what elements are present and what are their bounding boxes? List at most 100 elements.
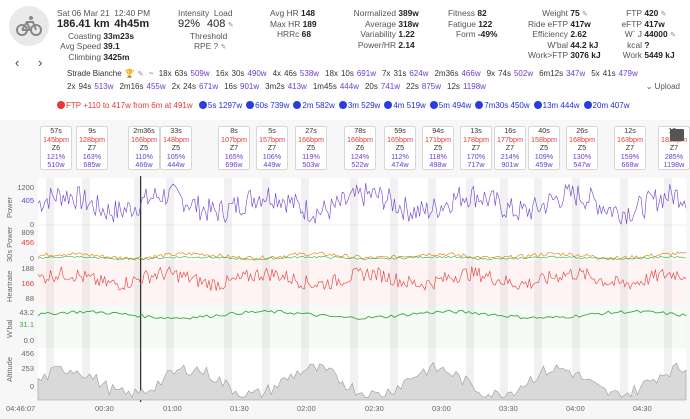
time-axis-tick: 00:30: [95, 404, 114, 413]
interval-strip-2-item[interactable]: 16s 901w: [224, 82, 262, 91]
ftp-change-text[interactable]: FTP +110 to 417w from 6m at 491w: [66, 101, 193, 110]
power-best-item[interactable]: 2m 582w: [293, 101, 335, 110]
interval-watts: 510w: [47, 160, 65, 170]
interval-card[interactable]: 5s 157bpm Z7 106% 449w: [256, 126, 288, 170]
interval-strip-2-item[interactable]: 2x 24s 671w: [172, 82, 221, 91]
interval-duration: 13s: [470, 126, 482, 135]
interval-strip-2-item[interactable]: 12s 1198w: [447, 82, 489, 91]
edit-wprime-icon[interactable]: ✎: [669, 32, 676, 40]
power-best-dot-icon: [293, 101, 302, 109]
interval-card[interactable]: 57s 145bpm Z6 121% 510w: [40, 126, 72, 170]
edit-ftp-icon[interactable]: ✎: [660, 11, 667, 18]
interval-strip-1-item[interactable]: 9x 74s 502w: [487, 69, 536, 78]
edit-rpe-icon[interactable]: ✎: [220, 44, 227, 52]
interval-strip-1-item[interactable]: 4x 46s 538w: [273, 69, 322, 78]
interval-strip-1-watts: 466w: [461, 69, 481, 78]
upload-button[interactable]: ⌄ Upload: [645, 82, 680, 91]
edit-weight-icon[interactable]: ✎: [581, 11, 588, 18]
power-best-watts: 529w: [361, 101, 381, 110]
interval-card[interactable]: 16s 177bpm Z7 214% 901w: [494, 126, 526, 170]
heartrate-summary: Avg HR 148 Max HR 189 HRRc 68: [270, 8, 317, 40]
chart-menu-icon[interactable]: [670, 129, 684, 141]
interval-strip-2-item[interactable]: 2m16s 455w: [119, 82, 168, 91]
power-best-duration: 5m: [438, 101, 453, 110]
interval-strip-1-item[interactable]: 18x 10s 691w: [325, 69, 379, 78]
power-best-duration: 3m: [347, 101, 362, 110]
power-best-duration: 20m: [592, 101, 611, 110]
interval-strip-1-item[interactable]: 2m36s 466w: [434, 69, 483, 78]
interval-card[interactable]: 33s 148bpm Z5 105% 444w: [160, 126, 192, 170]
interval-heartrate: 128bpm: [79, 134, 105, 144]
interval-card[interactable]: 27s 166bpm Z5 119% 503w: [295, 126, 327, 170]
interval-card[interactable]: 9s 128bpm Z7 163% 685w: [76, 126, 108, 170]
interval-band: [390, 178, 398, 400]
interval-strip-2-watts: 455w: [146, 82, 166, 91]
power-best-duration: 7m30s: [484, 101, 511, 110]
interval-watts: 901w: [501, 160, 519, 170]
power-best-item[interactable]: 20m 407w: [583, 101, 629, 110]
interval-card[interactable]: 78s 166bpm Z6 124% 522w: [344, 126, 376, 170]
interval-duration: 59s: [394, 126, 406, 135]
power-best-duration: 13m: [542, 101, 561, 110]
wbal-panel: [38, 306, 686, 346]
interval-strip-1-item[interactable]: 18x 63s 509w: [159, 69, 213, 78]
interval-strip-2-item[interactable]: 2x 94s 513w: [67, 82, 116, 91]
power-best-item[interactable]: 7m30s 450w: [475, 101, 530, 110]
power-best-item[interactable]: 4m 519w: [384, 101, 426, 110]
power-best-item[interactable]: 60s 739w: [246, 101, 289, 110]
interval-duration: 16s: [504, 126, 516, 135]
interval-zone: Z6: [51, 143, 61, 153]
interval-band: [301, 178, 309, 400]
interval-card[interactable]: 12s 163bpm Z7 159% 668w: [614, 126, 646, 170]
interval-watts: 717w: [467, 160, 485, 170]
heartrate-trace: [37, 266, 687, 291]
interval-card[interactable]: 94s 171bpm Z5 118% 498w: [422, 126, 454, 170]
power-best-item[interactable]: 5s 1297w: [198, 101, 242, 110]
interval-band: [466, 178, 474, 400]
trophy-icon: 🏆: [124, 69, 135, 78]
power-best-item[interactable]: 3m 529w: [338, 101, 381, 110]
interval-zone: Z5: [395, 143, 405, 153]
workout-name[interactable]: Strade Bianche: [67, 69, 122, 78]
power-best-item[interactable]: 5m 494w: [429, 101, 471, 110]
power-best-item[interactable]: 13m 444w: [533, 101, 580, 110]
edit-load-icon[interactable]: ✎: [227, 21, 234, 29]
interval-zone: Z7: [267, 143, 277, 153]
interval-zone: Z7: [87, 143, 97, 153]
wbal-axis-top: 43.2: [19, 308, 34, 317]
interval-strip-1-duration: 63s: [174, 69, 188, 78]
interval-strip-1-item[interactable]: 16x 30s 490w: [216, 69, 270, 78]
interval-strip-1-item[interactable]: 5x 41s 479w: [591, 69, 640, 78]
rider-summary: Weight 75 ✎ Ride eFTP 417w Efficiency 2.…: [528, 8, 601, 61]
interval-card[interactable]: 13s 178bpm Z7 170% 717w: [460, 126, 492, 170]
interval-duration: 9s: [88, 126, 96, 135]
interval-card[interactable]: 2m36s 166bpm Z5 110% 466w: [128, 126, 160, 170]
interval-band: [166, 178, 174, 400]
interval-strip-2-item[interactable]: 3m2s 413w: [265, 82, 310, 91]
interval-card[interactable]: 8s 107bpm Z7 165% 696w: [218, 126, 250, 170]
interval-card[interactable]: 40s 158bpm Z5 109% 459w: [528, 126, 560, 170]
interval-duration: 78s: [354, 126, 366, 135]
interval-heartrate: 165bpm: [387, 134, 413, 144]
interval-strip-1-duration: 30s: [231, 69, 245, 78]
interval-duration: 33s: [170, 126, 182, 135]
prev-activity-button[interactable]: ‹: [15, 55, 20, 70]
p30-trace-zone: [37, 255, 687, 261]
interval-strip-1-watts: 691w: [356, 69, 376, 78]
interval-zone: Z5: [577, 143, 587, 153]
interval-strip-1-item[interactable]: 6m12s 347w: [539, 69, 588, 78]
alt-axis-mid: 253: [21, 364, 34, 373]
interval-strip-2-item[interactable]: 22s 875w: [406, 82, 444, 91]
power-best-watts: 444w: [560, 101, 580, 110]
next-activity-button[interactable]: ›: [38, 55, 43, 70]
interval-zone: Z7: [505, 143, 515, 153]
interval-strip-2-item[interactable]: 20s 741w: [365, 82, 403, 91]
edit-workout-icon[interactable]: ✎: [137, 71, 144, 78]
interval-band: [428, 178, 436, 400]
interval-watts: 696w: [225, 160, 243, 170]
interval-card[interactable]: 26s 168bpm Z5 130% 547w: [566, 126, 598, 170]
interval-strip-1-item[interactable]: 7x 31s 624w: [382, 69, 431, 78]
interval-card[interactable]: 59s 165bpm Z5 112% 474w: [384, 126, 416, 170]
interval-strip-2-item[interactable]: 1m45s 444w: [313, 82, 362, 91]
interval-watts: 685w: [83, 160, 101, 170]
